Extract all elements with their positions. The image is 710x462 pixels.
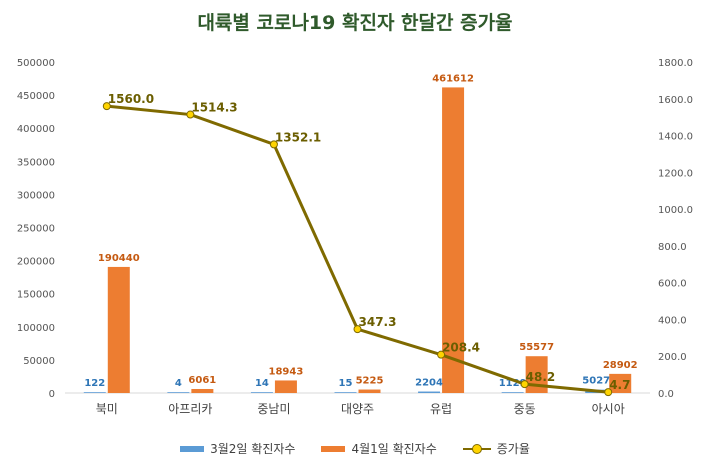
left-tick-label: 50000 bbox=[23, 356, 55, 367]
right-y-axis: 0.0 200.0 400.0 600.0 800.0 1000.0 1200.0 1400.… bbox=[658, 58, 693, 400]
right-tick-label: 1600.0 bbox=[658, 95, 693, 106]
growth-data-labels: 1560.0 1514.3 1352.1 347.3 208.4 48.2 4.7 bbox=[108, 92, 631, 392]
bar-march bbox=[83, 392, 106, 393]
right-tick-label: 800.0 bbox=[658, 242, 687, 253]
category-label: 북미 bbox=[96, 402, 118, 416]
growth-point bbox=[102, 102, 111, 111]
chart-title: 대륙별 코로나19 확진자 한달간 증가율 bbox=[197, 12, 513, 34]
growth-data-label: 1514.3 bbox=[191, 101, 237, 115]
legend-item-march: 3월2일 확진자수 bbox=[180, 440, 295, 457]
right-tick-label: 0.0 bbox=[658, 389, 674, 400]
left-tick-label: 500000 bbox=[17, 58, 55, 69]
left-tick-label: 200000 bbox=[17, 257, 55, 268]
right-tick-label: 200.0 bbox=[658, 352, 687, 363]
data-label-april: 5225 bbox=[356, 376, 384, 387]
right-tick-label: 1000.0 bbox=[658, 205, 693, 216]
growth-point bbox=[186, 110, 195, 119]
data-label-april: 28902 bbox=[603, 360, 638, 371]
bar-april bbox=[609, 373, 632, 393]
legend-swatch-blue bbox=[180, 445, 205, 452]
right-tick-label: 400.0 bbox=[658, 315, 687, 326]
growth-point bbox=[269, 140, 278, 149]
bar-march bbox=[334, 392, 357, 393]
category-label: 유럽 bbox=[430, 402, 452, 416]
left-y-axis: 0 50000 100000 150000 200000 250000 300000 3500… bbox=[17, 58, 55, 400]
category-label: 중동 bbox=[514, 402, 536, 416]
category-label: 아시아 bbox=[592, 402, 625, 416]
growth-data-label: 208.4 bbox=[442, 341, 480, 355]
bar-april bbox=[274, 380, 297, 393]
left-tick-label: 0 bbox=[49, 389, 55, 400]
left-tick-label: 400000 bbox=[17, 124, 55, 135]
growth-data-label: 347.3 bbox=[359, 315, 397, 329]
data-label-april: 55577 bbox=[519, 342, 554, 353]
data-label-march: 15 bbox=[339, 378, 353, 389]
right-tick-label: 1400.0 bbox=[658, 132, 693, 143]
growth-line bbox=[102, 102, 613, 397]
data-label-march: 2204 bbox=[415, 378, 443, 389]
left-tick-label: 300000 bbox=[17, 190, 55, 201]
legend-item-growth: 증가율 bbox=[462, 440, 530, 457]
bar-march bbox=[167, 392, 190, 393]
bar-march bbox=[501, 392, 524, 393]
bars bbox=[83, 87, 632, 394]
bar-march bbox=[250, 392, 273, 393]
bar-march bbox=[418, 391, 441, 393]
data-label-march: 122 bbox=[84, 378, 105, 389]
right-tick-label: 600.0 bbox=[658, 279, 687, 290]
category-label: 중남미 bbox=[257, 402, 290, 416]
legend: 3월2일 확진자수 4월1일 확진자수 증가율 bbox=[0, 440, 710, 457]
growth-point bbox=[520, 380, 529, 389]
legend-swatch-line bbox=[462, 443, 491, 454]
category-label: 대양주 bbox=[341, 402, 374, 416]
left-tick-label: 250000 bbox=[17, 224, 55, 235]
data-label-april: 190440 bbox=[98, 253, 140, 264]
bar-april bbox=[191, 388, 214, 393]
growth-point bbox=[437, 350, 446, 359]
left-tick-label: 150000 bbox=[17, 290, 55, 301]
bar-data-labels: 122 4 14 15 2204 1129 5027 190440 6061 18943 5225 4… bbox=[84, 73, 637, 389]
data-label-march: 1129 bbox=[499, 378, 527, 389]
bar-april bbox=[358, 389, 381, 393]
growth-point bbox=[353, 325, 362, 334]
legend-label-april: 4월1일 확진자수 bbox=[351, 442, 437, 456]
growth-data-label: 48.2 bbox=[526, 370, 556, 384]
bar-april bbox=[107, 266, 130, 393]
data-label-march: 4 bbox=[175, 378, 182, 389]
growth-data-label: 4.7 bbox=[609, 378, 630, 392]
x-axis-categories: 북미 아프리카 중남미 대양주 유럽 중동 아시아 bbox=[96, 402, 625, 416]
growth-data-label: 1560.0 bbox=[108, 92, 154, 106]
data-label-april: 18943 bbox=[269, 366, 304, 377]
legend-item-april: 4월1일 확진자수 bbox=[321, 440, 437, 457]
right-tick-label: 1800.0 bbox=[658, 58, 693, 69]
category-label: 아프리카 bbox=[168, 402, 212, 416]
data-label-april: 461612 bbox=[432, 73, 474, 84]
legend-label-growth: 증가율 bbox=[496, 442, 530, 456]
data-label-april: 6061 bbox=[188, 375, 216, 386]
left-tick-label: 450000 bbox=[17, 91, 55, 102]
growth-point bbox=[604, 388, 613, 397]
data-label-march: 14 bbox=[255, 378, 269, 389]
data-label-march: 5027 bbox=[582, 376, 610, 387]
left-tick-label: 350000 bbox=[17, 157, 55, 168]
bar-april bbox=[442, 87, 465, 394]
right-tick-label: 1200.0 bbox=[658, 168, 693, 179]
left-tick-label: 100000 bbox=[17, 323, 55, 334]
legend-label-march: 3월2일 확진자수 bbox=[210, 442, 296, 456]
legend-swatch-orange bbox=[321, 445, 346, 452]
growth-data-label: 1352.1 bbox=[275, 130, 321, 144]
